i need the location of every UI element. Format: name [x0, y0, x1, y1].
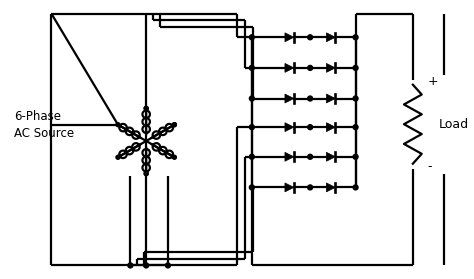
Text: -: - — [428, 160, 432, 173]
Circle shape — [353, 96, 358, 101]
Circle shape — [144, 106, 148, 110]
Polygon shape — [327, 123, 335, 132]
Circle shape — [173, 123, 176, 127]
Circle shape — [353, 65, 358, 70]
Circle shape — [308, 185, 312, 190]
Polygon shape — [327, 152, 335, 161]
Circle shape — [116, 123, 120, 127]
Polygon shape — [285, 94, 294, 103]
Text: Load: Load — [438, 118, 469, 131]
Polygon shape — [327, 183, 335, 192]
Polygon shape — [285, 152, 294, 161]
Circle shape — [249, 65, 255, 70]
Circle shape — [353, 125, 358, 130]
Polygon shape — [285, 63, 294, 72]
Circle shape — [308, 65, 312, 70]
Circle shape — [249, 125, 255, 130]
Text: 6-Phase
AC Source: 6-Phase AC Source — [14, 110, 74, 140]
Circle shape — [144, 106, 148, 110]
Circle shape — [308, 125, 312, 130]
Circle shape — [308, 35, 312, 40]
Circle shape — [249, 154, 255, 159]
Polygon shape — [285, 183, 294, 192]
Circle shape — [144, 172, 148, 175]
Circle shape — [353, 35, 358, 40]
Polygon shape — [285, 123, 294, 132]
Circle shape — [144, 263, 149, 268]
Circle shape — [249, 185, 255, 190]
Circle shape — [128, 263, 133, 268]
Circle shape — [173, 123, 176, 127]
Polygon shape — [327, 63, 335, 72]
Circle shape — [116, 155, 120, 159]
Circle shape — [353, 185, 358, 190]
Circle shape — [249, 35, 255, 40]
Circle shape — [144, 172, 148, 175]
Circle shape — [173, 155, 176, 159]
Circle shape — [308, 154, 312, 159]
Circle shape — [308, 96, 312, 101]
Polygon shape — [327, 33, 335, 42]
Polygon shape — [327, 94, 335, 103]
Circle shape — [249, 96, 255, 101]
Text: +: + — [428, 75, 438, 88]
Polygon shape — [285, 33, 294, 42]
Circle shape — [165, 263, 170, 268]
Circle shape — [353, 154, 358, 159]
